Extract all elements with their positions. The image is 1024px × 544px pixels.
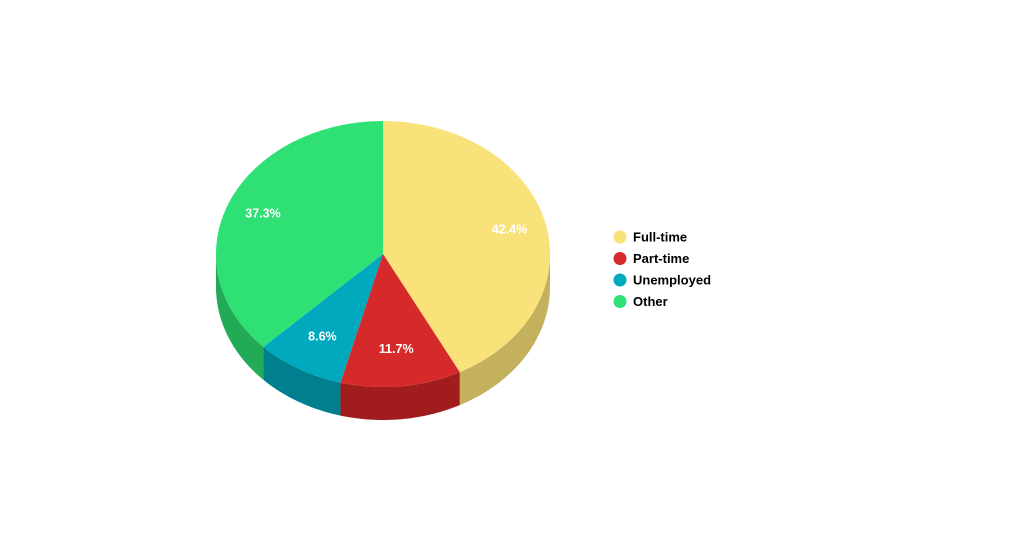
pie-slice-full-time[interactable]	[383, 121, 550, 373]
legend-swatch-unemployed	[613, 273, 627, 287]
legend-label-unemployed: Unemployed	[633, 273, 711, 288]
pie-side-unemployed	[263, 346, 341, 416]
legend-label-full-time: Full-time	[633, 230, 687, 245]
data-label-unemployed: 8.6%	[308, 330, 337, 344]
pie-slice-other[interactable]	[215, 120, 383, 347]
legend: Full-time Part-time Unemployed Other	[613, 230, 712, 309]
legend-item-unemployed[interactable]: Unemployed	[613, 273, 712, 288]
pie-slice-part-time[interactable]	[340, 254, 460, 387]
pie-side-part-time	[340, 372, 460, 420]
pie-top-faces	[215, 120, 550, 387]
data-label-full-time: 42.4%	[492, 223, 527, 237]
data-label-part-time: 11.7%	[379, 342, 414, 356]
legend-label-other: Other	[633, 294, 668, 309]
pie-side-other	[216, 254, 264, 380]
legend-label-part-time: Part-time	[633, 251, 689, 266]
legend-swatch-part-time	[613, 252, 627, 265]
legend-item-other[interactable]: Other	[613, 294, 668, 309]
legend-swatch-full-time	[613, 230, 627, 244]
pie-side-full-time	[459, 254, 550, 406]
pie-data-labels: 42.4% 11.7% 8.6% 37.3%	[245, 207, 527, 357]
legend-swatch-other	[613, 295, 627, 308]
legend-item-full-time[interactable]: Full-time	[613, 230, 688, 245]
data-label-other: 37.3%	[245, 207, 280, 221]
legend-item-part-time[interactable]: Part-time	[613, 251, 690, 266]
pie-slice-unemployed[interactable]	[263, 254, 383, 383]
pie-side-walls	[216, 254, 550, 420]
